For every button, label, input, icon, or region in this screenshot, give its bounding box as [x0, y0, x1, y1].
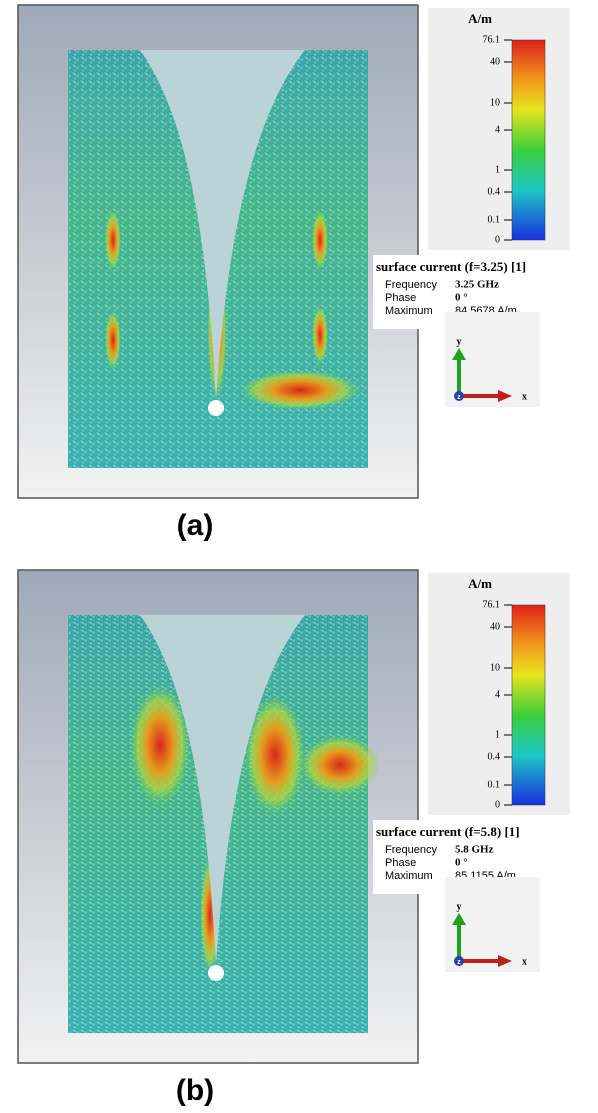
panel: A/m 76.1 40 10 4 1 0.4 0.1 0 surface current (f=5… [17, 569, 598, 1107]
info-value: 5.8 GHz [455, 844, 494, 856]
info-value: 0 ° [455, 857, 468, 869]
colorbar-tick-label: 0.4 [488, 751, 501, 762]
current-hotspot [312, 305, 328, 365]
y-axis-label: y [457, 901, 462, 912]
info-key: Frequency [385, 279, 437, 291]
antenna-notch [140, 50, 305, 400]
current-hotspot [312, 210, 328, 270]
info-key: Phase [385, 292, 416, 304]
z-axis-dot [454, 956, 464, 966]
current-hotspot [130, 685, 190, 805]
info-title: surface current (f=3.25) [1] [376, 259, 526, 274]
info-value: 0 ° [455, 292, 468, 304]
colorbar-tick-label: 4 [495, 124, 500, 135]
colorbar-tick-label: 1 [495, 164, 500, 175]
colorbar-unit: A/m [468, 576, 492, 591]
info-value: 3.25 GHz [455, 279, 499, 291]
colorbar-tick-label: 0.1 [488, 214, 501, 225]
panel-label: (b) [176, 1074, 214, 1107]
colorbar-tick-label: 0 [495, 234, 500, 245]
current-hotspot [240, 370, 360, 410]
info-key: Maximum [385, 870, 433, 882]
x-axis-label: x [522, 956, 527, 967]
colorbar-tick-label: 76.1 [483, 599, 501, 610]
z-axis-label: z [457, 959, 461, 966]
panel: A/m 76.1 40 10 4 1 0.4 0.1 0 surface current (f=3… [17, 4, 598, 542]
colorbar-tick-label: 40 [490, 621, 500, 632]
colorbar [511, 604, 546, 806]
colorbar-tick-label: 0 [495, 799, 500, 810]
x-arrow-head [498, 390, 512, 402]
colorbar [511, 39, 546, 241]
colorbar-tick-label: 40 [490, 56, 500, 67]
colorbar-panel [428, 573, 570, 815]
colorbar-tick-label: 10 [490, 662, 500, 673]
current-hotspot [300, 735, 380, 795]
y-arrow-head [452, 348, 466, 360]
panel-label: (a) [177, 509, 214, 542]
info-key: Maximum [385, 305, 433, 317]
y-arrow-head [452, 913, 466, 925]
colorbar-panel [428, 8, 570, 250]
z-axis-dot [454, 391, 464, 401]
current-hotspot [245, 695, 305, 815]
y-axis-label: y [457, 336, 462, 347]
colorbar-tick-label: 76.1 [483, 34, 501, 45]
info-key: Phase [385, 857, 416, 869]
z-axis-label: z [457, 394, 461, 401]
colorbar-tick-label: 0.4 [488, 186, 501, 197]
current-hotspot [105, 310, 121, 370]
feed-point [208, 400, 224, 416]
x-axis-label: x [522, 391, 527, 402]
info-key: Frequency [385, 844, 437, 856]
colorbar-tick-label: 4 [495, 689, 500, 700]
colorbar-tick-label: 1 [495, 729, 500, 740]
colorbar-tick-label: 10 [490, 97, 500, 108]
colorbar-tick-label: 0.1 [488, 779, 501, 790]
colorbar-unit: A/m [468, 11, 492, 26]
feed-point [208, 965, 224, 981]
x-arrow-head [498, 955, 512, 967]
current-hotspot [105, 210, 121, 270]
antenna-notch [140, 615, 305, 965]
info-title: surface current (f=5.8) [1] [376, 824, 520, 839]
